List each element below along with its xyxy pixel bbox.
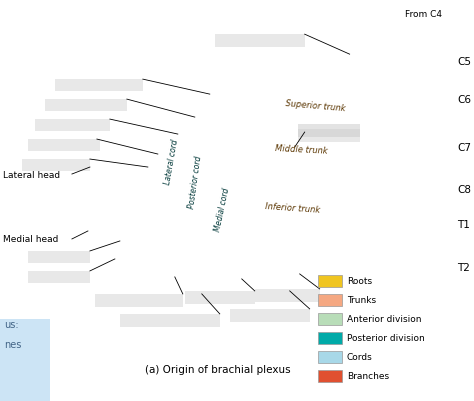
Text: (a) Origin of brachial plexus: (a) Origin of brachial plexus — [145, 364, 291, 374]
Text: Lateral head: Lateral head — [3, 170, 60, 179]
Bar — [45, 100, 127, 112]
Bar — [28, 140, 100, 152]
Text: Middle trunk: Middle trunk — [275, 144, 328, 156]
Text: Roots: Roots — [346, 277, 372, 286]
Bar — [318, 294, 342, 306]
Text: T2: T2 — [457, 262, 470, 272]
Bar — [230, 309, 310, 322]
Bar — [255, 289, 319, 302]
Bar — [28, 251, 90, 263]
Text: T1: T1 — [457, 219, 470, 229]
Text: Medial cord: Medial cord — [213, 187, 231, 232]
Bar — [55, 80, 143, 92]
Bar — [318, 275, 342, 287]
Bar — [22, 160, 90, 172]
Bar — [185, 291, 255, 304]
Bar — [318, 313, 342, 325]
Text: C8: C8 — [457, 184, 472, 194]
Text: From C4: From C4 — [405, 10, 442, 19]
Text: Medial head: Medial head — [3, 235, 58, 244]
Text: Posterior division: Posterior division — [346, 334, 424, 342]
Text: Cords: Cords — [346, 352, 373, 361]
Text: Branches: Branches — [346, 371, 389, 381]
Bar — [95, 294, 183, 307]
Text: Trunks: Trunks — [346, 296, 376, 305]
Text: Inferior trunk: Inferior trunk — [264, 201, 320, 214]
Bar — [215, 35, 305, 48]
Text: Anterior division: Anterior division — [346, 315, 421, 324]
Bar — [0, 319, 50, 401]
Bar — [318, 332, 342, 344]
Text: Posterior cord: Posterior cord — [187, 155, 203, 209]
Text: nes: nes — [4, 339, 21, 349]
Text: C6: C6 — [457, 95, 472, 105]
Bar — [318, 351, 342, 363]
Text: C7: C7 — [457, 143, 472, 153]
Text: us:: us: — [4, 319, 18, 329]
Text: C5: C5 — [457, 57, 472, 67]
Bar — [298, 130, 360, 143]
Bar — [318, 370, 342, 382]
Text: Lateral cord: Lateral cord — [164, 138, 180, 185]
Bar — [298, 125, 360, 138]
Bar — [28, 271, 90, 283]
Bar — [120, 314, 220, 327]
Text: Superior trunk: Superior trunk — [285, 99, 346, 113]
Bar — [35, 120, 110, 132]
